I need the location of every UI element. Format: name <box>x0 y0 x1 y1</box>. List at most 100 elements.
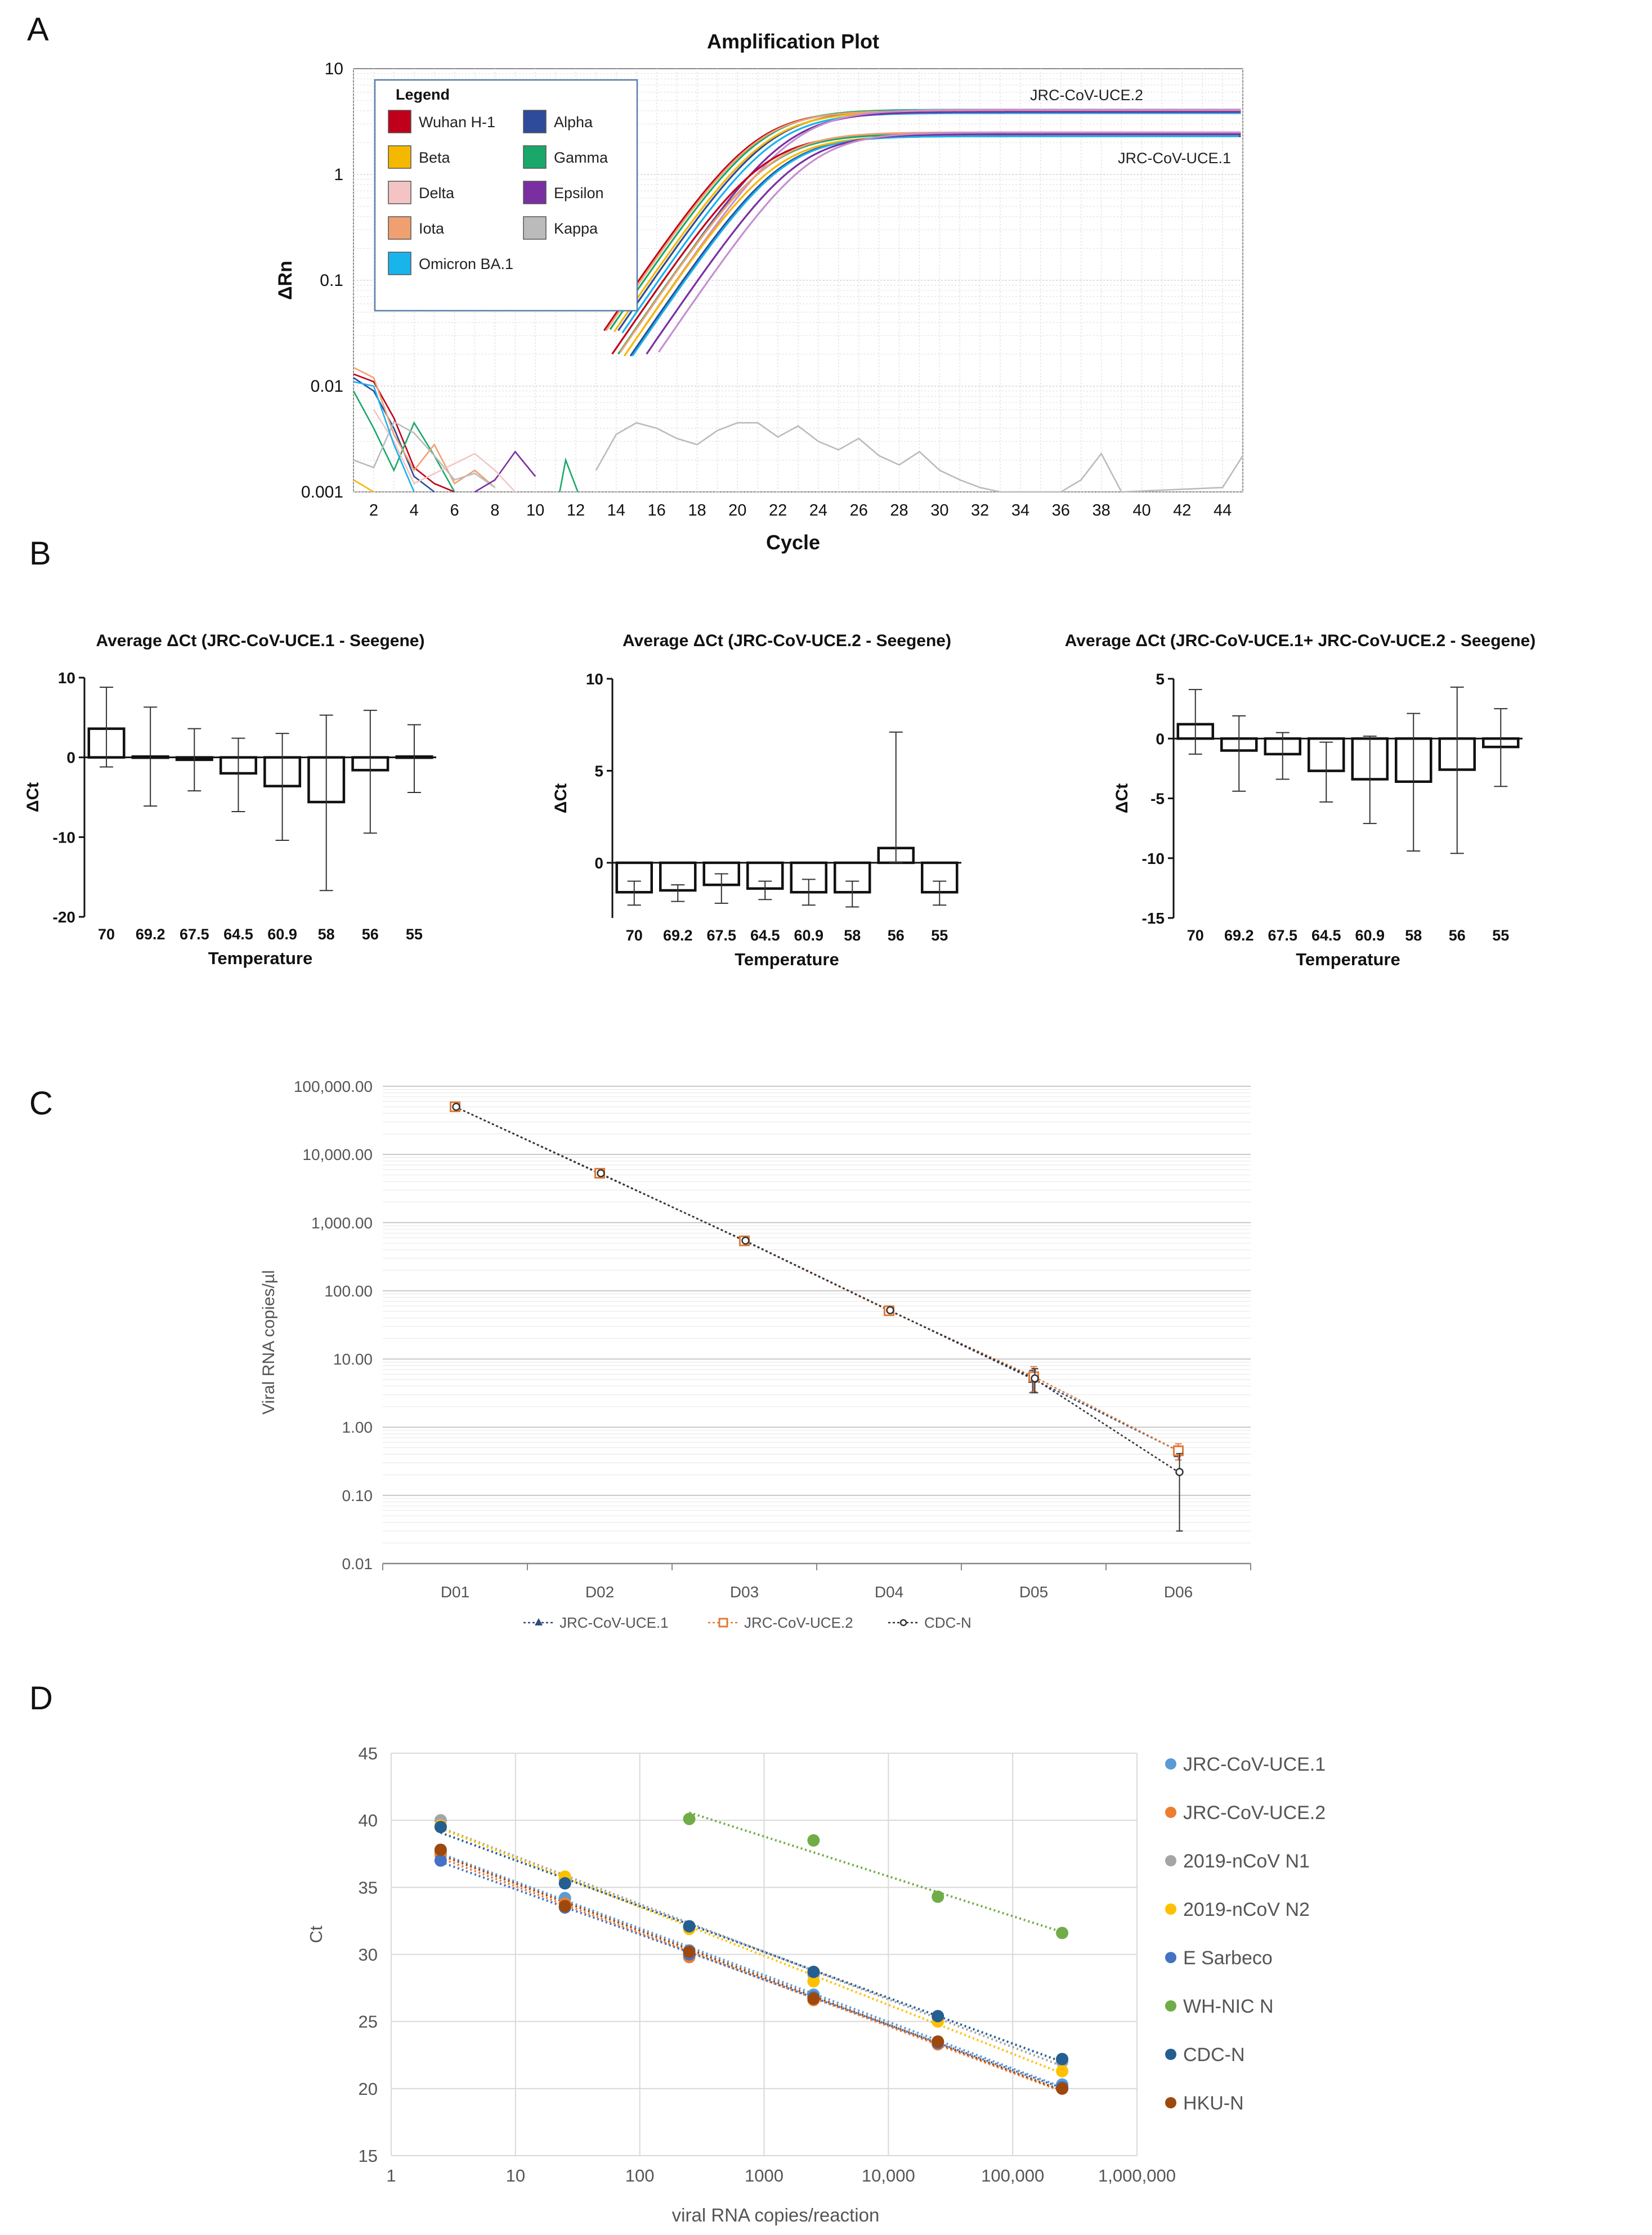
x-tick-label: 67.5 <box>1268 927 1297 944</box>
y-tick-label: 1.00 <box>342 1419 373 1436</box>
noise-trace <box>559 457 579 492</box>
dilution-series-chart: Viral RNA copies/µl 0.01 0.10 1.00 10.00 100… <box>259 1078 1251 1631</box>
panel-label-b: B <box>29 535 51 572</box>
y-tick-label: 10,000.00 <box>302 1146 373 1163</box>
legend-marker <box>535 1618 543 1625</box>
legend-label: Omicron BA.1 <box>419 256 513 272</box>
y-tick-label: 10 <box>58 669 75 687</box>
x-tick-label: 70 <box>626 927 643 944</box>
x-tick-label: 58 <box>318 926 335 943</box>
trendline <box>440 1826 1063 2067</box>
y-tick-label: 35 <box>359 1878 378 1897</box>
y-tick-label: 0 <box>594 854 603 872</box>
legend-swatch <box>523 216 547 240</box>
y-tick-label: -10 <box>1142 850 1165 867</box>
legend-swatch <box>388 181 411 204</box>
x-tick-label: 8 <box>490 501 499 519</box>
x-tick-label: 10 <box>526 501 544 519</box>
noise-trace <box>474 450 536 493</box>
x-tick-label: D01 <box>441 1583 469 1601</box>
x-tick-label: 55 <box>406 926 423 943</box>
data-point <box>434 1843 447 1856</box>
x-tick-label: 38 <box>1093 501 1111 519</box>
amplification-plot-title: Amplification Plot <box>707 30 879 53</box>
data-point <box>1056 1927 1069 1940</box>
x-tick-label: 69.2 <box>136 926 165 943</box>
y-tick-label: -5 <box>1150 790 1165 808</box>
noise-trace <box>353 420 496 489</box>
x-tick-label: 28 <box>890 501 908 519</box>
legend-label: Gamma <box>554 149 608 166</box>
x-tick-label: 58 <box>844 927 861 944</box>
y-tick-label: 5 <box>594 762 603 780</box>
y-tick-label: 1 <box>334 165 343 184</box>
legend-swatch <box>523 181 547 204</box>
noise-trace <box>353 479 374 493</box>
x-tick-label: 22 <box>769 501 787 519</box>
y-tick-label: 0.10 <box>342 1487 373 1504</box>
legend-marker <box>1165 1807 1176 1818</box>
x-tick-label: 10,000 <box>862 2166 915 2185</box>
panel-label-d: D <box>29 1680 53 1717</box>
y-tick-label: -20 <box>53 908 75 926</box>
legend-marker <box>899 1619 907 1627</box>
y-tick-label: 100,000.00 <box>294 1078 373 1095</box>
legend-marker <box>1165 1952 1176 1963</box>
y-axis-label: ΔCt <box>1113 783 1131 813</box>
data-point <box>558 1877 571 1890</box>
noise-trace <box>353 377 435 493</box>
y-tick-label: 0.1 <box>320 271 343 290</box>
x-tick-label: D04 <box>875 1583 903 1601</box>
y-tick-label: 10 <box>325 60 343 78</box>
standard-curve-y-axis-label: Ct <box>306 1925 326 1943</box>
x-tick-label: 32 <box>971 501 989 519</box>
x-tick-label: D06 <box>1164 1583 1193 1601</box>
x-tick-label: 100,000 <box>981 2166 1044 2185</box>
x-tick-label: D03 <box>730 1583 759 1601</box>
chart-title: Average ΔCt (JRC-CoV-UCE.1 - Seegene) <box>96 631 425 650</box>
dilution-y-axis-label: Viral RNA copies/µl <box>259 1270 278 1415</box>
delta-ct-chart-uce1: Average ΔCt (JRC-CoV-UCE.1 - Seegene) -20… <box>24 631 436 968</box>
data-point <box>434 1821 447 1834</box>
data-point <box>886 1306 894 1315</box>
legend-label: WH-NIC N <box>1183 1996 1274 2017</box>
legend-swatch <box>523 110 547 133</box>
x-tick-label: 26 <box>850 501 868 519</box>
amplification-legend-box <box>374 79 638 312</box>
y-tick-label: 25 <box>359 2012 378 2032</box>
legend-label: Beta <box>419 149 451 166</box>
annotation-uce1: JRC-CoV-UCE.1 <box>1118 150 1231 167</box>
x-tick-label: 1 <box>386 2166 396 2185</box>
noise-trace <box>353 366 496 489</box>
series-line <box>454 1106 1179 1452</box>
y-axis-label: ΔCt <box>24 782 42 812</box>
y-tick-label: 100.00 <box>324 1282 373 1300</box>
legend-label: Kappa <box>554 220 598 237</box>
legend-label: JRC-CoV-UCE.1 <box>1183 1754 1326 1775</box>
chart-title: Average ΔCt (JRC-CoV-UCE.2 - Seegene) <box>623 631 951 650</box>
x-tick-label: 1000 <box>745 2166 784 2185</box>
data-point <box>807 1975 820 1988</box>
data-point <box>807 1992 820 2005</box>
x-axis-label: Temperature <box>1296 949 1400 969</box>
y-tick-label: 0 <box>66 749 75 767</box>
legend-swatch <box>388 252 411 275</box>
annotation-uce2: JRC-CoV-UCE.2 <box>1030 87 1143 104</box>
noise-trace <box>353 373 455 493</box>
legend-swatch <box>388 216 411 240</box>
y-tick-label: 10.00 <box>333 1351 373 1368</box>
x-tick-label: 18 <box>688 501 706 519</box>
legend-label: E Sarbeco <box>1183 1947 1273 1969</box>
x-tick-label: 70 <box>98 926 115 943</box>
legend-label: JRC-CoV-UCE.2 <box>1183 1802 1326 1824</box>
x-tick-label: 42 <box>1173 501 1191 519</box>
noise-trace <box>353 380 415 492</box>
data-point <box>683 1812 696 1825</box>
x-axis-label: Temperature <box>735 949 839 969</box>
legend-swatch <box>388 145 411 169</box>
y-tick-label: 0.001 <box>301 483 343 501</box>
x-tick-label: 69.2 <box>1224 927 1254 944</box>
series-line <box>454 1106 1179 1452</box>
legend-label: CDC-N <box>1183 2044 1245 2066</box>
